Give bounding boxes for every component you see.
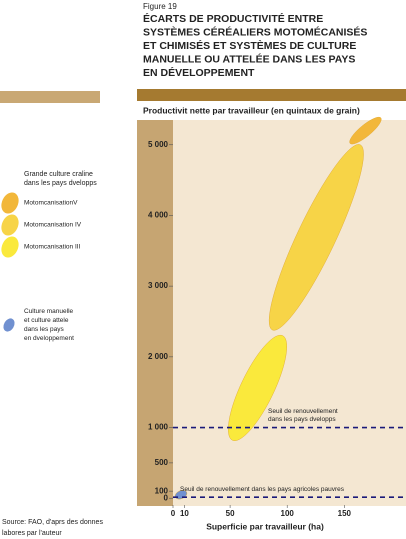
figure-label: Figure 19 xyxy=(143,2,177,11)
legend-label: Culture manuelle xyxy=(24,308,74,315)
chart-title: ET CHIMISÉS ET SYSTÈMES DE CULTURE xyxy=(143,39,356,52)
chart-title: MANUELLE OU ATTELÉE DANS LES PAYS xyxy=(143,52,355,65)
threshold-label: dans les pays dvelopps xyxy=(268,416,336,423)
chart-title: EN DÉVELOPPEMENT xyxy=(143,66,255,79)
x-tick-label: 150 xyxy=(338,509,352,518)
legend-label: MotomcanisationV xyxy=(24,200,78,207)
threshold-label: Seuil de renouvellement dans les pays ag… xyxy=(180,486,345,493)
x-tick-label: 100 xyxy=(281,509,295,518)
y-tick-label: 500 xyxy=(155,458,169,467)
zone xyxy=(268,144,364,331)
zone xyxy=(349,116,382,145)
legend-swatch xyxy=(1,192,19,214)
zone xyxy=(228,334,287,441)
legend-label: Motomcanisation III xyxy=(24,244,81,251)
y-tick-label: 100 xyxy=(155,486,169,495)
legend-swatch xyxy=(1,236,19,258)
threshold-label: Seuil de renouvellement xyxy=(268,408,338,415)
legend-swatch xyxy=(1,214,19,236)
band-right xyxy=(137,89,406,101)
y-tick-label: 2 000 xyxy=(148,352,169,361)
x-tick-label: 10 xyxy=(180,509,189,518)
legend-swatch xyxy=(3,318,15,332)
y-tick-label: 5 000 xyxy=(148,140,169,149)
legend-label: dans les pays xyxy=(24,326,64,333)
axis-column xyxy=(137,120,173,506)
legend-label: et culture attele xyxy=(24,317,69,324)
source-note: labores par l'auteur xyxy=(2,530,62,537)
y-tick-label: 1 000 xyxy=(148,423,169,432)
legend-title: dans les pays dvelopps xyxy=(24,180,97,187)
chart-title: SYSTÈMES CÉRÉALIERS MOTOMÉCANISÉS xyxy=(143,25,367,38)
legend-label: Motomcanisation IV xyxy=(24,222,82,229)
x-tick-label: 50 xyxy=(226,509,235,518)
chart-title: ÉCARTS DE PRODUCTIVITÉ ENTRE xyxy=(143,12,323,25)
x-axis-title: Superficie par travailleur (ha) xyxy=(206,521,324,531)
legend-title: Grande culture craline xyxy=(24,171,93,178)
band-left xyxy=(0,91,100,103)
legend-label: en dveloppement xyxy=(24,335,74,342)
y-tick-label: 0 xyxy=(164,493,169,502)
y-axis-title: Productivit nette par travailleur (en qu… xyxy=(143,105,360,115)
y-tick-label: 4 000 xyxy=(148,211,169,220)
source-note: Source: FAO, d'aprs des donnes xyxy=(2,519,103,526)
y-tick-label: 3 000 xyxy=(148,281,169,290)
x-tick-label: 0 xyxy=(171,509,176,518)
